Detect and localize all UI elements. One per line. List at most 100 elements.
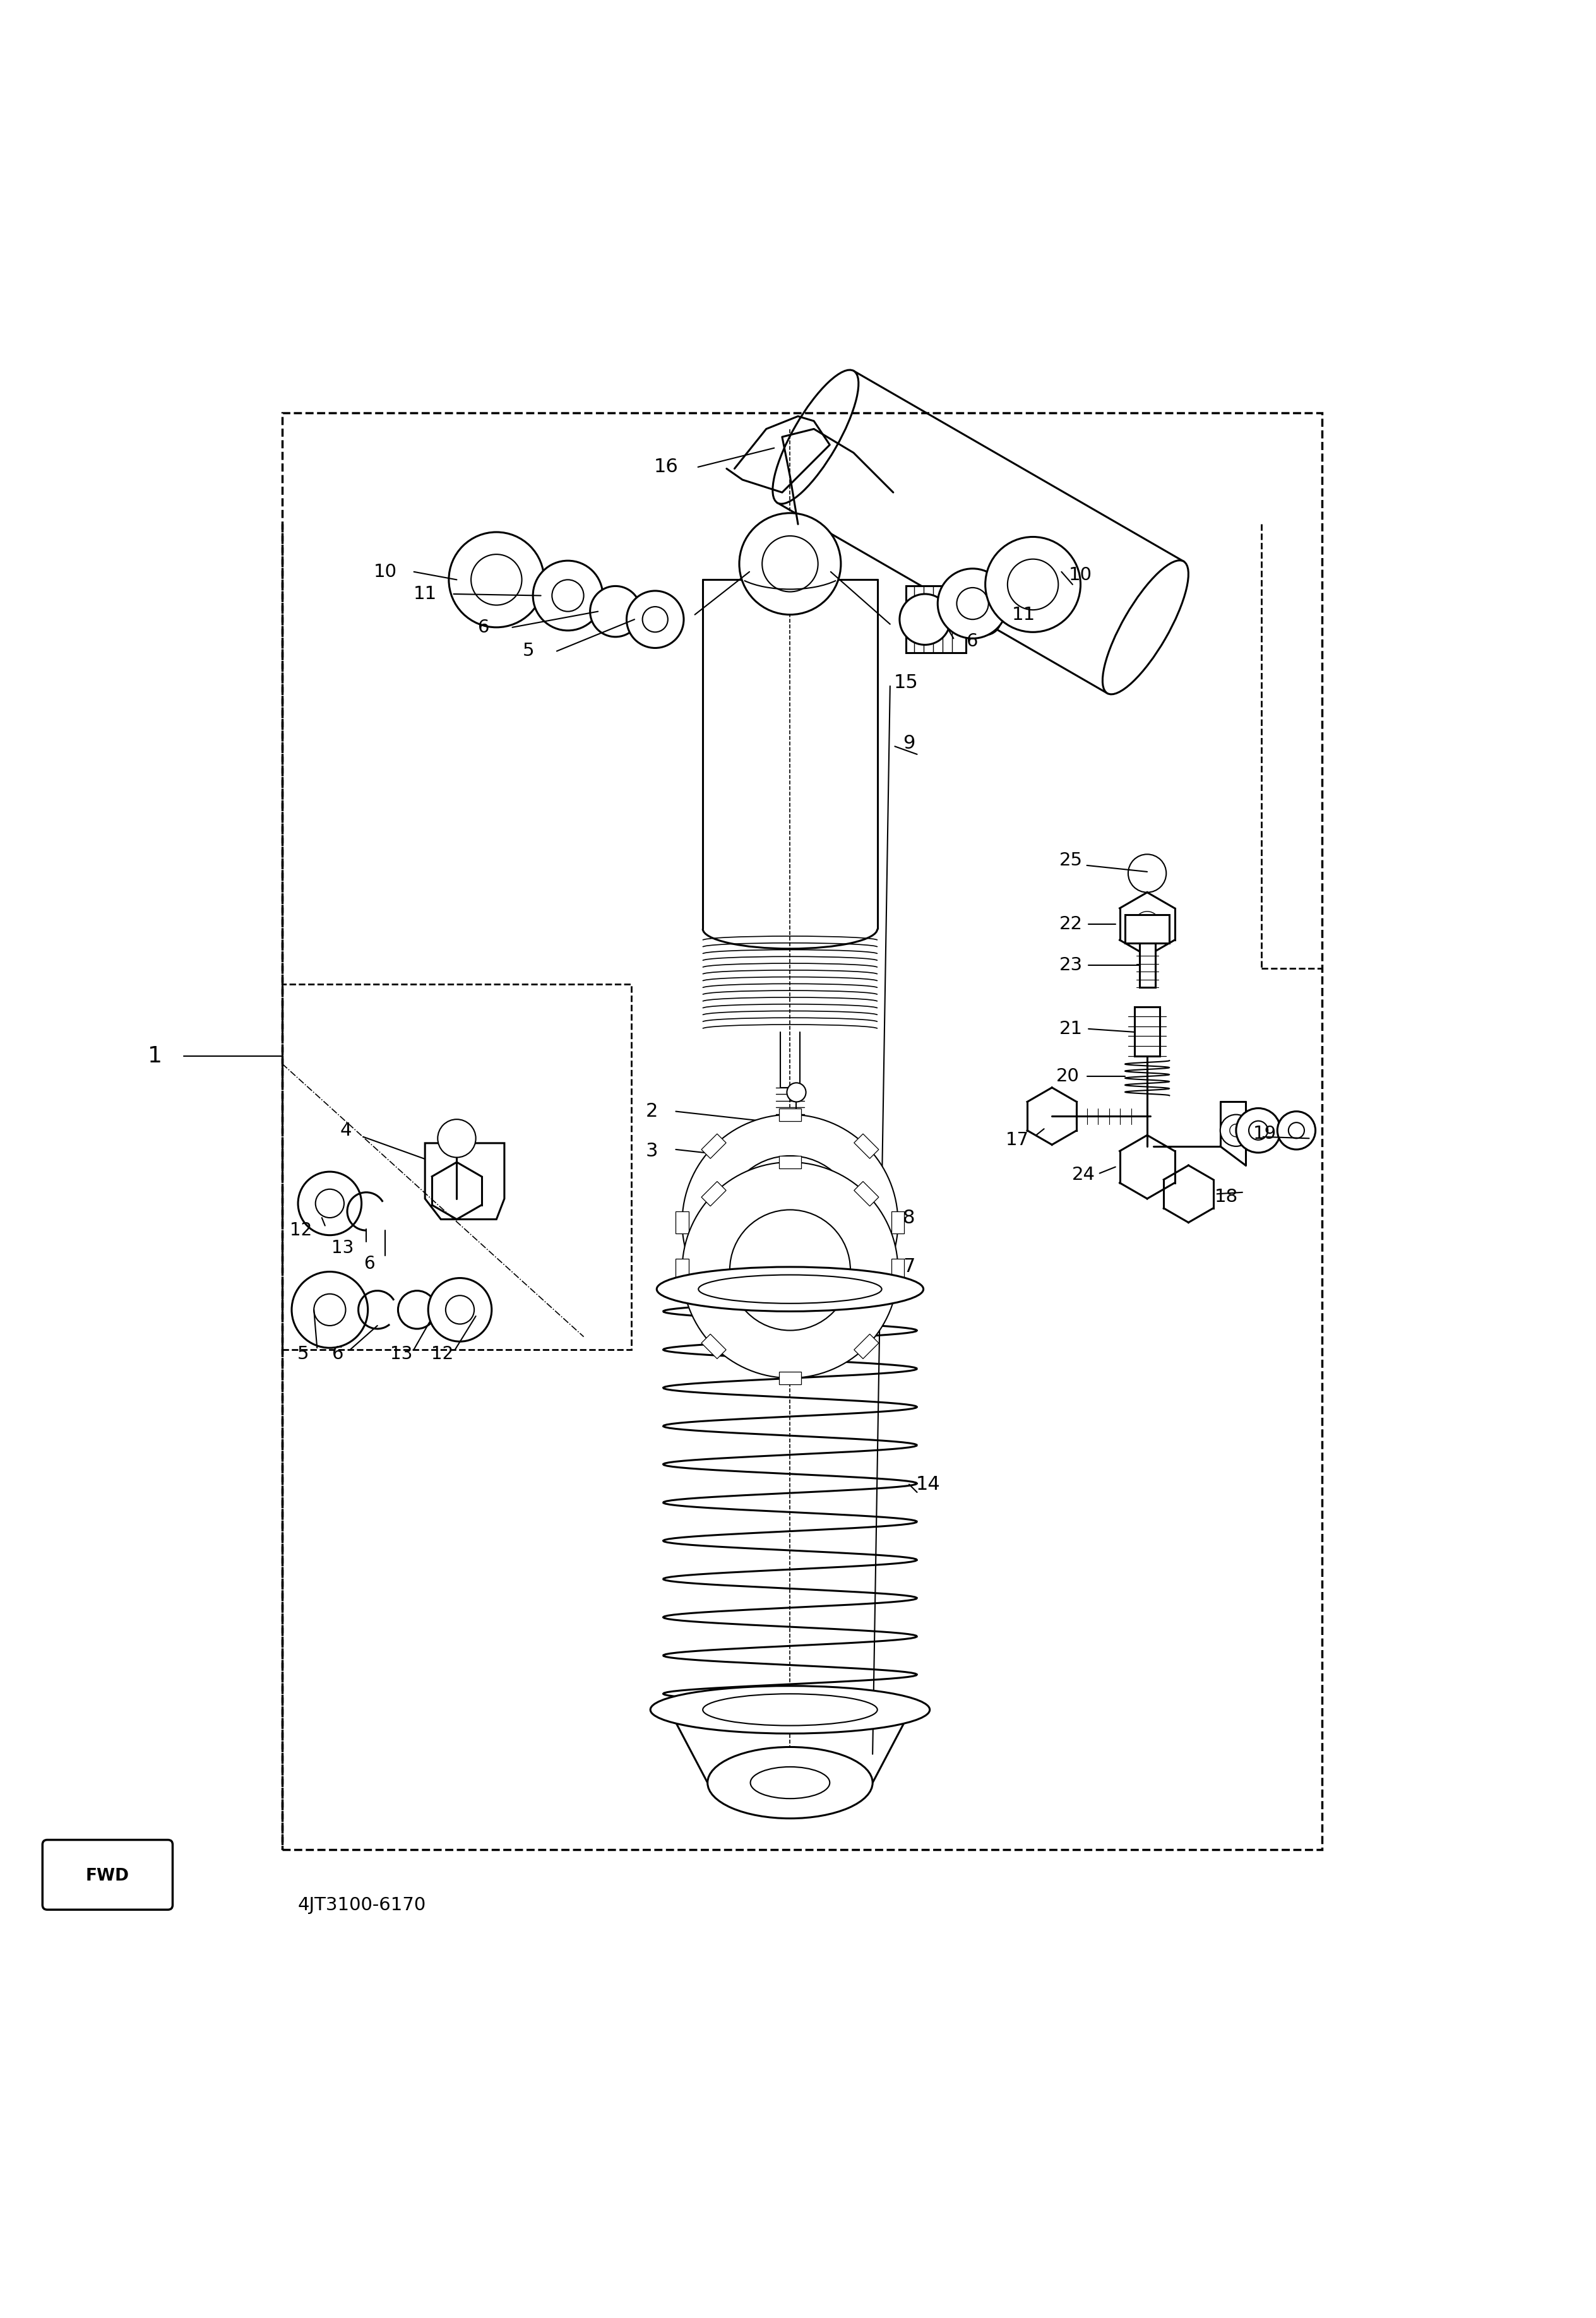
Text: 1: 1 bbox=[148, 1045, 163, 1066]
Text: 22: 22 bbox=[1060, 916, 1082, 932]
Circle shape bbox=[397, 1291, 436, 1328]
Text: 4JT3100-6170: 4JT3100-6170 bbox=[298, 1896, 426, 1915]
Circle shape bbox=[1277, 1110, 1315, 1150]
Text: 9: 9 bbox=[903, 735, 915, 753]
Bar bbox=[701, 1134, 726, 1159]
Bar bbox=[907, 586, 966, 654]
Text: 19: 19 bbox=[1253, 1124, 1277, 1143]
Ellipse shape bbox=[1103, 561, 1189, 695]
Text: 17: 17 bbox=[1005, 1131, 1029, 1150]
Bar bbox=[892, 1212, 905, 1233]
Circle shape bbox=[552, 580, 584, 612]
Bar bbox=[779, 1157, 801, 1168]
Text: 11: 11 bbox=[1012, 605, 1036, 624]
Text: 7: 7 bbox=[903, 1259, 915, 1277]
Ellipse shape bbox=[750, 1766, 830, 1799]
Bar bbox=[1140, 943, 1156, 987]
Bar bbox=[701, 1182, 726, 1205]
FancyBboxPatch shape bbox=[43, 1840, 172, 1910]
Text: 10: 10 bbox=[373, 563, 397, 580]
Circle shape bbox=[729, 1210, 851, 1331]
Text: 11: 11 bbox=[413, 584, 437, 603]
Circle shape bbox=[437, 1120, 476, 1157]
Circle shape bbox=[956, 589, 988, 619]
Text: 6: 6 bbox=[967, 633, 978, 651]
Circle shape bbox=[643, 607, 667, 633]
Text: 13: 13 bbox=[332, 1240, 354, 1256]
Circle shape bbox=[900, 593, 950, 644]
Bar bbox=[675, 1259, 688, 1282]
Text: 23: 23 bbox=[1060, 957, 1082, 974]
Bar bbox=[892, 1259, 905, 1282]
Ellipse shape bbox=[656, 1268, 924, 1312]
Bar bbox=[282, 985, 632, 1349]
Circle shape bbox=[627, 591, 683, 649]
Circle shape bbox=[1231, 1124, 1242, 1136]
Circle shape bbox=[1128, 855, 1167, 892]
Bar bbox=[675, 1212, 688, 1233]
Text: 16: 16 bbox=[654, 459, 678, 475]
Circle shape bbox=[763, 535, 819, 591]
Circle shape bbox=[445, 1296, 474, 1324]
Bar bbox=[1125, 916, 1170, 943]
Bar bbox=[701, 1335, 726, 1358]
Circle shape bbox=[787, 1083, 806, 1101]
Circle shape bbox=[681, 1115, 899, 1331]
Text: 25: 25 bbox=[1060, 851, 1082, 869]
Text: 6: 6 bbox=[364, 1254, 375, 1273]
Ellipse shape bbox=[651, 1685, 930, 1734]
Text: 20: 20 bbox=[1057, 1069, 1079, 1085]
Bar bbox=[1135, 1006, 1160, 1055]
Text: 6: 6 bbox=[477, 619, 490, 635]
Circle shape bbox=[471, 554, 522, 605]
Bar bbox=[854, 1335, 879, 1358]
Circle shape bbox=[969, 603, 1001, 635]
Circle shape bbox=[1007, 559, 1058, 610]
Circle shape bbox=[1221, 1115, 1251, 1147]
Circle shape bbox=[681, 1161, 899, 1377]
Text: 14: 14 bbox=[916, 1474, 940, 1493]
Circle shape bbox=[977, 612, 993, 628]
Circle shape bbox=[1235, 1108, 1280, 1152]
Bar bbox=[854, 1182, 879, 1205]
Text: 21: 21 bbox=[1060, 1020, 1082, 1038]
Text: 3: 3 bbox=[646, 1143, 658, 1161]
Bar bbox=[779, 1108, 801, 1122]
Circle shape bbox=[314, 1293, 346, 1326]
Text: 6: 6 bbox=[332, 1344, 343, 1363]
Text: 4: 4 bbox=[340, 1122, 351, 1138]
Text: 24: 24 bbox=[1073, 1166, 1095, 1184]
Circle shape bbox=[292, 1273, 367, 1347]
Bar bbox=[854, 1134, 879, 1159]
Bar bbox=[701, 1286, 726, 1312]
Circle shape bbox=[533, 561, 603, 630]
Text: 18: 18 bbox=[1215, 1189, 1238, 1205]
Text: 12: 12 bbox=[290, 1222, 313, 1240]
Text: 15: 15 bbox=[894, 675, 918, 693]
Polygon shape bbox=[425, 1143, 504, 1219]
Text: 13: 13 bbox=[389, 1344, 412, 1363]
Text: 5: 5 bbox=[522, 642, 535, 661]
Bar bbox=[854, 1286, 879, 1312]
Circle shape bbox=[591, 586, 642, 637]
Text: FWD: FWD bbox=[86, 1868, 129, 1885]
Circle shape bbox=[1288, 1122, 1304, 1138]
Circle shape bbox=[316, 1189, 345, 1217]
Circle shape bbox=[1135, 911, 1160, 936]
Bar bbox=[282, 413, 1321, 1850]
Bar bbox=[779, 1372, 801, 1384]
Circle shape bbox=[448, 533, 544, 628]
Text: 8: 8 bbox=[903, 1208, 915, 1226]
Ellipse shape bbox=[699, 1275, 881, 1303]
Circle shape bbox=[428, 1277, 492, 1342]
Text: 5: 5 bbox=[297, 1344, 308, 1363]
Circle shape bbox=[298, 1171, 362, 1235]
Circle shape bbox=[723, 1157, 857, 1289]
Text: 10: 10 bbox=[1069, 566, 1092, 584]
Ellipse shape bbox=[772, 371, 859, 503]
Bar bbox=[779, 1324, 801, 1337]
Bar bbox=[777, 371, 1184, 693]
Circle shape bbox=[1248, 1122, 1267, 1140]
Circle shape bbox=[985, 538, 1080, 633]
Text: 12: 12 bbox=[431, 1344, 453, 1363]
